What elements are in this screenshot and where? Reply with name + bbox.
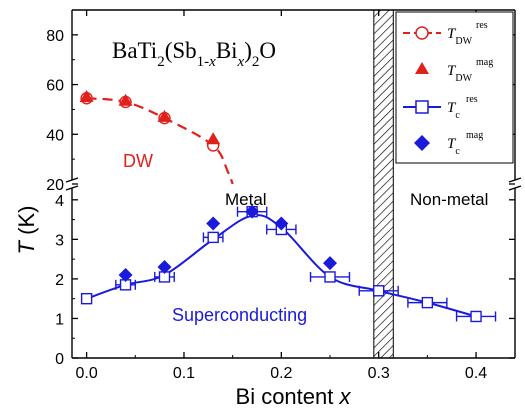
axis-break-mark: [508, 185, 522, 191]
legend-sup-c-mag: mag: [466, 130, 483, 141]
legend-sup-c-res: res: [466, 94, 478, 105]
data-point-dw-mag: [157, 109, 172, 122]
y-tick-label: 4: [55, 193, 64, 210]
x-tick-label: 0.4: [465, 365, 487, 382]
data-point-dw-mag: [79, 90, 94, 102]
region-label-metal: Metal: [225, 190, 267, 209]
legend-entry-c-res: Tc res: [403, 94, 478, 121]
legend-marker-dw-mag: [415, 62, 429, 74]
legend-sup-dw-mag: mag: [476, 57, 493, 68]
region-label-dw: DW: [123, 151, 153, 171]
y-axis-label: T (K): [14, 206, 39, 255]
data-point-c-mag: [157, 260, 172, 275]
chart-title: BaTi2(Sb1-xBix)2O: [112, 38, 276, 70]
legend: TDW res TDW mag Tc res Tc mag: [395, 11, 514, 164]
data-point-c-res: [207, 231, 219, 244]
y-tick-label: 80: [46, 28, 64, 45]
legend-sup-dw-res: res: [476, 20, 488, 31]
legend-marker-c-mag: [414, 135, 430, 151]
legend-entry-dw-res: TDW res: [403, 20, 488, 47]
legend-entry-dw-mag: TDW mag: [415, 57, 493, 84]
data-point-c-mag: [245, 204, 260, 219]
data-point-c-res: [421, 296, 434, 309]
superconducting-curve: [86, 214, 477, 318]
data-point-c-res: [372, 285, 385, 297]
legend-label-c-res: Tc: [447, 100, 460, 121]
legend-label-c-mag: Tc: [447, 136, 460, 157]
data-marks: [79, 90, 497, 323]
y-tick-label: 2: [55, 272, 64, 289]
data-point-dw-mag: [206, 132, 221, 145]
boundary-band: [373, 9, 394, 359]
data-point-c-res: [470, 310, 482, 323]
data-point-c-res: [80, 292, 93, 305]
y-tick-label: 20: [46, 177, 64, 194]
y-tick-label: 60: [46, 78, 64, 95]
x-tick-label: 0.3: [368, 365, 390, 382]
x-tick-label: 0.0: [75, 365, 97, 382]
axis-break-mark: [65, 177, 79, 183]
legend-frame: [395, 11, 514, 164]
y-tick-label: 40: [46, 127, 64, 144]
y-tick-label: 0: [55, 351, 64, 368]
x-axis-label: Bi content x: [236, 384, 352, 409]
data-point-c-res: [324, 271, 336, 283]
axis-break-mark: [65, 185, 79, 191]
region-label-superconducting: Superconducting: [172, 305, 307, 325]
x-tick-label: 0.2: [270, 365, 292, 382]
legend-label-dw-mag: TDW: [447, 63, 473, 84]
axes: 0.0 0.1 0.2 0.3 0.4 0 1 2 3 420 40 60 80: [46, 9, 522, 382]
legend-entry-c-mag: Tc mag: [414, 130, 483, 157]
data-point-c-mag: [274, 216, 289, 231]
data-point-c-mag: [118, 267, 133, 282]
y-tick-label: 1: [55, 311, 64, 328]
legend-label-dw-res: TDW: [447, 26, 473, 47]
hatched-boundary: [373, 9, 394, 359]
legend-marker-c-res: [415, 100, 429, 114]
y-tick-label: 3: [55, 232, 64, 249]
region-label-non-metal: Non-metal: [410, 190, 488, 209]
axis-break-mark: [508, 177, 522, 183]
legend-marker-dw-res: [415, 26, 429, 40]
x-tick-label: 0.1: [173, 365, 195, 382]
data-point-c-mag: [323, 256, 338, 271]
data-point-c-mag: [206, 216, 221, 231]
data-point-dw-mag: [118, 93, 133, 106]
